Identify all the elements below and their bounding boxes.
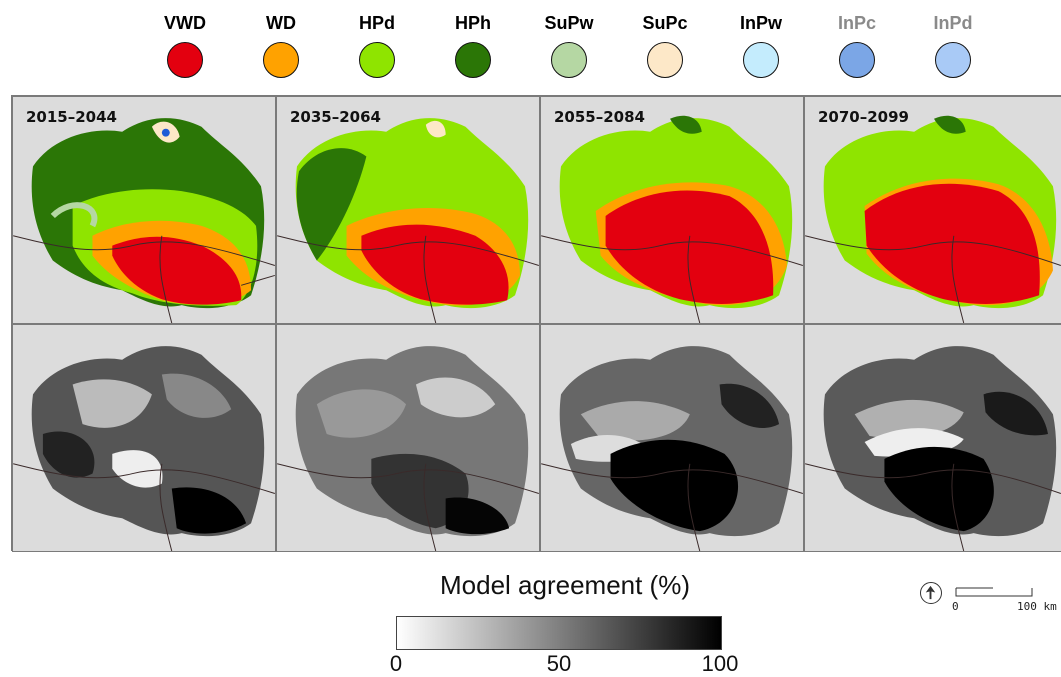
agreement-map-panel — [804, 324, 1061, 552]
legend-swatch — [167, 42, 203, 78]
scale-start-label: 0 — [952, 600, 959, 613]
class-map-panel: 2070–2099 — [804, 96, 1061, 324]
agreement-map — [805, 346, 1061, 551]
agreement-map-panel — [540, 324, 804, 552]
period-label: 2035–2064 — [287, 107, 384, 127]
legend-label: SuPw — [544, 13, 594, 33]
legend-swatch — [455, 42, 491, 78]
legend-swatch — [359, 42, 395, 78]
legend-label: InPc — [837, 13, 876, 33]
period-label: 2015–2044 — [23, 107, 120, 127]
agreement-map — [277, 346, 539, 551]
legend-item-inpc: InPc — [812, 10, 902, 78]
class-map — [13, 118, 275, 323]
legend-swatch — [263, 42, 299, 78]
legend-swatch — [839, 42, 875, 78]
legend-label: VWD — [164, 13, 206, 33]
colorbar-tick: 0 — [389, 651, 403, 676]
colorbar-tick: 50 — [546, 651, 572, 676]
class-legend: VWD WD HPd HPh SuPw SuPc InPw InPc InPd — [140, 10, 980, 92]
legend-swatch — [743, 42, 779, 78]
legend-label: HPd — [359, 13, 395, 33]
legend-label: SuPc — [642, 13, 688, 33]
legend-label: InPw — [739, 13, 782, 33]
colorbar — [396, 616, 722, 650]
legend-item-vwd: VWD — [140, 10, 230, 78]
agreement-map — [541, 346, 803, 551]
legend-item-inpw: InPw — [716, 10, 806, 78]
legend-item-inpd: InPd — [908, 10, 998, 78]
map-grid: 2015–2044 2035–2064 2055–2084 — [11, 95, 1061, 552]
legend-item-hph: HPh — [428, 10, 518, 78]
class-map-panel: 2035–2064 — [276, 96, 540, 324]
agreement-map — [13, 346, 275, 551]
legend-item-supc: SuPc — [620, 10, 710, 78]
legend-item-hpd: HPd — [332, 10, 422, 78]
north-arrow-icon — [920, 582, 942, 604]
scale-end-label: 100 km — [1017, 600, 1057, 613]
legend-swatch — [551, 42, 587, 78]
legend-label: InPd — [933, 13, 973, 33]
legend-item-wd: WD — [236, 10, 326, 78]
colorbar-tick: 100 — [701, 651, 739, 676]
agreement-map-panel — [12, 324, 276, 552]
legend-swatch — [647, 42, 683, 78]
legend-swatch — [935, 42, 971, 78]
class-map-panel: 2015–2044 — [12, 96, 276, 324]
class-map — [277, 118, 539, 323]
legend-label: HPh — [455, 13, 491, 33]
legend-item-supw: SuPw — [524, 10, 614, 78]
class-map — [805, 115, 1061, 323]
class-map — [541, 115, 803, 323]
colorbar-title: Model agreement (%) — [440, 570, 690, 600]
class-map-panel: 2055–2084 — [540, 96, 804, 324]
period-label: 2070–2099 — [815, 107, 912, 127]
period-label: 2055–2084 — [551, 107, 648, 127]
scale-bar — [955, 587, 1033, 597]
legend-label: WD — [266, 13, 296, 33]
agreement-map-panel — [276, 324, 540, 552]
